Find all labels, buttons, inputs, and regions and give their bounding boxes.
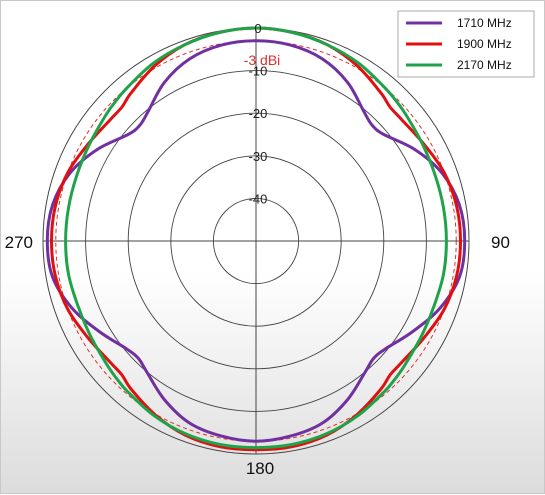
radial-tick-label: 0 bbox=[254, 21, 261, 36]
angle-label-left: 270 bbox=[5, 233, 33, 252]
series-line-0 bbox=[45, 39, 467, 443]
axes bbox=[43, 28, 469, 454]
radial-tick-label: -30 bbox=[249, 149, 268, 164]
tick-layer: 0 -10 -20 -30 -40 bbox=[249, 21, 268, 206]
series-line-2 bbox=[64, 26, 448, 450]
angle-label-right: 90 bbox=[491, 233, 510, 252]
legend-label-2: 2170 MHz bbox=[457, 58, 512, 72]
angle-label-bottom: 180 bbox=[246, 459, 274, 478]
reference-layer: -3 dBi bbox=[55, 40, 457, 442]
radial-tick-label: -20 bbox=[249, 106, 268, 121]
series-layer bbox=[45, 26, 467, 452]
radial-tick-label: -10 bbox=[249, 64, 268, 79]
reference-circle bbox=[55, 40, 457, 442]
angle-layer: 90 180 270 bbox=[5, 233, 510, 478]
legend-label-1: 1900 MHz bbox=[457, 37, 512, 51]
legend: 1710 MHz 1900 MHz 2170 MHz bbox=[397, 10, 535, 78]
radial-tick-label: -40 bbox=[249, 191, 268, 206]
legend-label-0: 1710 MHz bbox=[457, 16, 512, 30]
reference-label: -3 dBi bbox=[244, 52, 281, 68]
